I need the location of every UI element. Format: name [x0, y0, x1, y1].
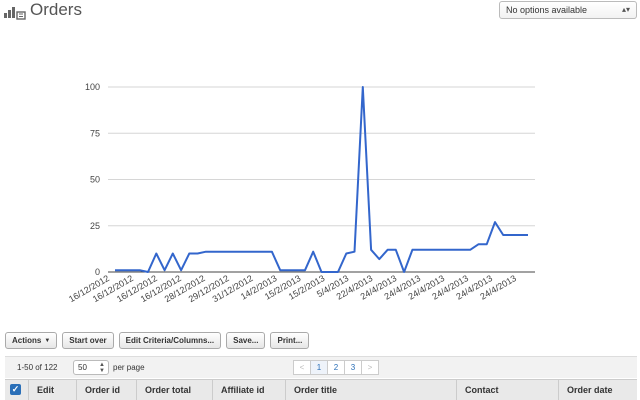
y-tick-label: 0 [95, 267, 100, 277]
pagination: < 1 2 3 > [293, 360, 379, 375]
page-title: Orders [30, 0, 82, 19]
y-tick-label: 100 [85, 82, 100, 92]
filter-select-value: No options available [506, 5, 588, 15]
table-header: ✓ Edit Order id Order total Affiliate id… [5, 379, 637, 400]
result-range: 1-50 of 122 [17, 363, 58, 372]
actions-button[interactable]: Actions ▼ [5, 332, 58, 349]
column-header-edit[interactable]: Edit [29, 380, 77, 400]
y-tick-label: 25 [90, 221, 100, 231]
edit-criteria-button[interactable]: Edit Criteria/Columns... [118, 332, 222, 349]
column-header-order-date[interactable]: Order date [567, 385, 613, 395]
per-page-value: 50 [78, 363, 87, 372]
page-1-button[interactable]: 1 [310, 360, 328, 375]
select-all-checkbox[interactable]: ✓ [5, 380, 29, 400]
start-over-button[interactable]: Start over [62, 332, 114, 349]
column-header-affiliate-id[interactable]: Affiliate id [213, 380, 286, 400]
series-line [115, 86, 528, 273]
filter-select[interactable]: No options available ▴▾ [499, 1, 637, 19]
page-2-button[interactable]: 2 [327, 360, 345, 375]
print-button[interactable]: Print... [270, 332, 310, 349]
column-header-order-id[interactable]: Order id [77, 380, 137, 400]
pager-bar: 1-50 of 122 50 ▲ ▼ per page < 1 2 3 > [5, 356, 637, 378]
orders-icon [4, 4, 26, 20]
save-button[interactable]: Save... [226, 332, 266, 349]
prev-page-button[interactable]: < [293, 360, 311, 375]
column-header-order-title[interactable]: Order title [286, 380, 457, 400]
updown-arrows-icon: ▴▾ [621, 5, 630, 14]
per-page-label: per page [113, 363, 145, 372]
toolbar: Actions ▼ Start over Edit Criteria/Colum… [5, 332, 310, 349]
orders-chart: 0 25 50 75 100 16/12/2012 16/12/2012 16/12/2012… [0, 60, 640, 320]
caret-down-icon: ▼ [44, 337, 51, 344]
page-header: Orders No options available ▴▾ [0, 0, 640, 28]
column-header-contact[interactable]: Contact [457, 380, 559, 400]
page-3-button[interactable]: 3 [344, 360, 362, 375]
per-page-select[interactable]: 50 ▲ ▼ [73, 360, 109, 375]
actions-button-label: Actions [12, 336, 42, 345]
y-tick-label: 75 [90, 128, 100, 138]
y-tick-label: 50 [90, 175, 100, 185]
check-icon: ✓ [10, 384, 21, 395]
updown-arrows-icon: ▲ ▼ [99, 362, 105, 374]
line-chart: 025507510016/12/201216/12/201216/12/2012… [67, 82, 535, 304]
column-header-order-total[interactable]: Order total [137, 380, 213, 400]
next-page-button[interactable]: > [361, 360, 379, 375]
